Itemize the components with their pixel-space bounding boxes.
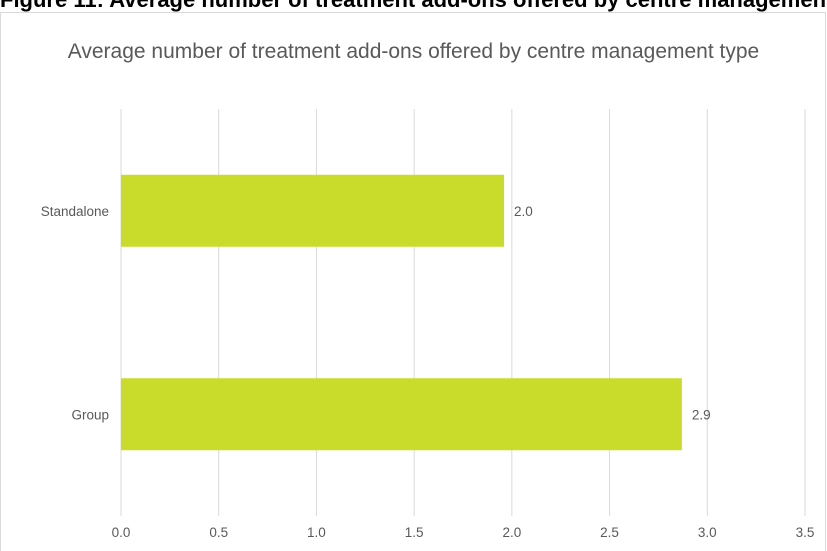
x-tick-label: 2.0	[502, 525, 521, 540]
chart-title: Average number of treatment add-ons offe…	[67, 40, 760, 63]
x-tick-label: 2.5	[600, 525, 619, 540]
category-label: Standalone	[41, 204, 109, 219]
category-label: Group	[71, 407, 109, 422]
figure-heading: Figure 11: Average number of treatment a…	[0, 0, 827, 12]
x-tick-label: 0.5	[209, 525, 228, 540]
chart-area	[0, 12, 826, 551]
gridlines	[120, 109, 806, 516]
x-tick-label: 1.5	[405, 525, 424, 540]
x-tick-label: 3.0	[698, 525, 717, 540]
figure-heading-strip: Figure 11: Average number of treatment a…	[0, 0, 827, 12]
data-label: 2.0	[514, 204, 533, 219]
x-tick-label: 1.0	[307, 525, 326, 540]
data-label: 2.9	[692, 407, 711, 422]
x-tick-label: 0.0	[112, 525, 131, 540]
labels: 0.0 0.5 1.0 1.5 2.0 2.5 3.0 3.5 Standalone 2.0 Gro…	[41, 204, 815, 540]
bar-group	[121, 378, 682, 451]
bar-standalone	[121, 174, 505, 247]
x-tick-label: 3.5	[796, 525, 815, 540]
bars	[121, 174, 682, 451]
